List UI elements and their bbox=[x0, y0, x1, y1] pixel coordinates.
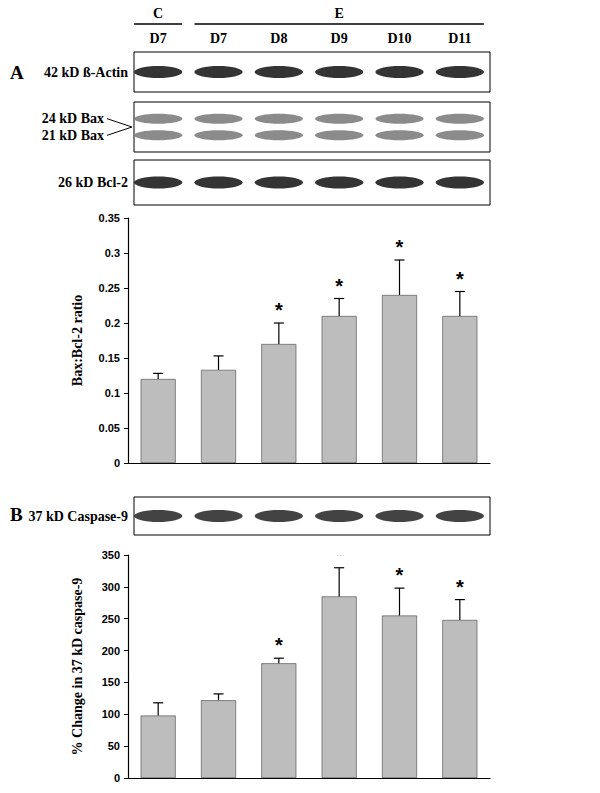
svg-text:*: * bbox=[335, 544, 343, 566]
svg-text:D9: D9 bbox=[331, 31, 348, 46]
svg-text:300: 300 bbox=[102, 581, 120, 593]
svg-text:C: C bbox=[153, 6, 163, 21]
svg-text:0.1: 0.1 bbox=[105, 387, 120, 399]
svg-text:D7: D7 bbox=[210, 31, 227, 46]
svg-text:D7: D7 bbox=[150, 31, 167, 46]
svg-text:D8: D8 bbox=[270, 31, 287, 46]
svg-text:0: 0 bbox=[114, 457, 120, 469]
svg-text:Bax:Bcl-2 ratio: Bax:Bcl-2 ratio bbox=[70, 295, 85, 386]
svg-text:*: * bbox=[335, 275, 343, 297]
svg-text:E: E bbox=[334, 6, 343, 21]
svg-text:*: * bbox=[396, 564, 404, 586]
svg-text:0.35: 0.35 bbox=[99, 212, 120, 224]
svg-text:37 kD Caspase-9: 37 kD Caspase-9 bbox=[28, 509, 128, 524]
svg-text:% Change in 37 kD caspase-9: % Change in 37 kD caspase-9 bbox=[70, 578, 85, 756]
svg-text:D11: D11 bbox=[448, 31, 471, 46]
svg-text:42 kD ß-Actin: 42 kD ß-Actin bbox=[44, 65, 128, 80]
svg-text:0.05: 0.05 bbox=[99, 422, 120, 434]
svg-text:*: * bbox=[396, 236, 404, 258]
svg-text:50: 50 bbox=[108, 740, 120, 752]
svg-text:0.15: 0.15 bbox=[99, 352, 120, 364]
svg-text:21 kD Bax: 21 kD Bax bbox=[42, 128, 104, 143]
svg-text:150: 150 bbox=[102, 676, 120, 688]
svg-text:26 kD Bcl-2: 26 kD Bcl-2 bbox=[58, 175, 128, 190]
svg-text:24 kD Bax: 24 kD Bax bbox=[42, 111, 104, 126]
svg-text:D10: D10 bbox=[387, 31, 411, 46]
svg-text:250: 250 bbox=[102, 613, 120, 625]
svg-text:0.25: 0.25 bbox=[99, 282, 120, 294]
svg-text:*: * bbox=[275, 634, 283, 656]
svg-text:0: 0 bbox=[114, 772, 120, 784]
svg-text:*: * bbox=[456, 576, 464, 598]
svg-text:A: A bbox=[10, 62, 24, 83]
svg-text:0.3: 0.3 bbox=[105, 247, 120, 259]
svg-text:B: B bbox=[10, 504, 23, 525]
svg-text:200: 200 bbox=[102, 645, 120, 657]
svg-text:*: * bbox=[275, 299, 283, 321]
svg-text:0.2: 0.2 bbox=[105, 317, 120, 329]
svg-text:350: 350 bbox=[102, 549, 120, 561]
svg-text:*: * bbox=[456, 268, 464, 290]
svg-text:100: 100 bbox=[102, 708, 120, 720]
